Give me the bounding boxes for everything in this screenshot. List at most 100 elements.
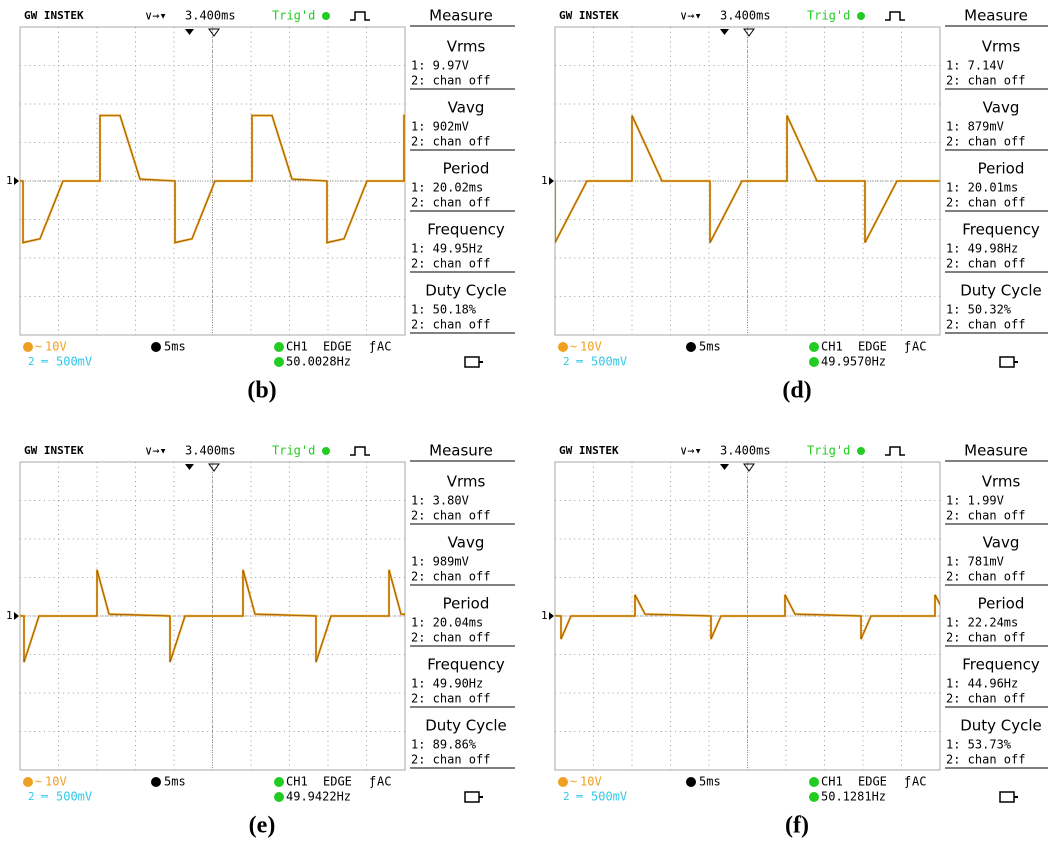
usb-icon [1000, 792, 1014, 802]
source-icon [274, 777, 284, 787]
measure-ch2: 2: chan off [946, 509, 1025, 523]
measure-ch1: 1: 50.18% [411, 303, 477, 317]
trace [0, 116, 708, 243]
trigger-marker [185, 29, 194, 35]
measure-ch2: 2: chan off [411, 692, 490, 706]
channel-arrow [549, 177, 554, 185]
channel-arrow [14, 612, 19, 620]
channel-marker: 1 [6, 609, 13, 622]
measure-ch2: 2: chan off [946, 753, 1025, 767]
measure-ch2: 2: chan off [946, 135, 1025, 149]
ch2-icon: 2 ═ [28, 355, 48, 368]
trigger-frequency: 49.9570Hz [821, 355, 886, 369]
freq-icon [274, 357, 284, 367]
ch1-coupling: ~ [570, 340, 577, 354]
measure-name: Duty Cycle [960, 717, 1042, 735]
trigger-dot [322, 12, 330, 20]
trigger-source: CH1 [821, 775, 843, 789]
ch1-scale: 10V [580, 340, 602, 354]
freq-icon [809, 357, 819, 367]
measure-ch2: 2: chan off [946, 196, 1025, 210]
caption: (d) [782, 378, 811, 404]
trigger-type: EDGE [323, 340, 352, 354]
timebase-icon: ∨→▾ [680, 444, 702, 458]
time-icon [686, 342, 696, 352]
measure-name: Frequency [427, 656, 505, 674]
caption: (f) [785, 813, 809, 839]
menu-title: Measure [429, 442, 493, 460]
timebase: 3.400ms [720, 9, 771, 23]
ch1-scale: 10V [580, 775, 602, 789]
measure-ch1: 1: 22.24ms [946, 616, 1018, 630]
trigger-status: Trig'd [272, 444, 315, 458]
measure-ch1: 1: 44.96Hz [946, 677, 1018, 691]
measure-name: Frequency [962, 221, 1040, 239]
measure-ch2: 2: chan off [946, 318, 1025, 332]
trigger-source: CH1 [821, 340, 843, 354]
trigger-dot [322, 447, 330, 455]
time-icon [686, 777, 696, 787]
measure-ch1: 1: 9.97V [411, 59, 469, 73]
measure-name: Vavg [448, 534, 485, 552]
ch1-icon [558, 777, 568, 787]
measure-name: Duty Cycle [425, 282, 507, 300]
trigger-frequency: 49.9422Hz [286, 790, 351, 804]
freq-icon [809, 792, 819, 802]
ch1-scale: 10V [45, 775, 67, 789]
channel-arrow [549, 612, 554, 620]
trigger-coupling: AC [912, 340, 926, 354]
freq-icon [274, 792, 284, 802]
brand: GW INSTEK [559, 9, 619, 22]
timebase-icon: ∨→▾ [145, 9, 167, 23]
measure-ch1: 1: 20.02ms [411, 181, 483, 195]
measure-ch2: 2: chan off [411, 257, 490, 271]
source-icon [274, 342, 284, 352]
measure-ch1: 1: 49.98Hz [946, 242, 1018, 256]
menu-title: Measure [429, 7, 493, 25]
trigger-type: EDGE [323, 775, 352, 789]
timebase: 3.400ms [185, 444, 236, 458]
trigger-marker [185, 464, 194, 470]
measure-ch2: 2: chan off [411, 318, 490, 332]
scope-screen: GW INSTEK∨→▾3.400msTrig'dMeasure1Vrms1: … [0, 442, 681, 839]
channel-marker: 1 [6, 174, 13, 187]
ch1-scale: 10V [45, 340, 67, 354]
measure-ch1: 1: 49.90Hz [411, 677, 483, 691]
source-icon [809, 342, 819, 352]
ch1-icon [558, 342, 568, 352]
trigger-marker [720, 29, 729, 35]
timebase: 3.400ms [720, 444, 771, 458]
measure-ch2: 2: chan off [946, 692, 1025, 706]
channel-marker: 1 [541, 174, 548, 187]
measure-ch2: 2: chan off [411, 570, 490, 584]
measure-ch1: 1: 7.14V [946, 59, 1004, 73]
measure-name: Period [978, 160, 1025, 178]
measure-ch1: 1: 89.86% [411, 738, 477, 752]
measure-ch1: 1: 1.99V [946, 494, 1004, 508]
trigger-dot [857, 12, 865, 20]
time-scale: 5ms [164, 340, 186, 354]
measure-ch1: 1: 989mV [411, 555, 469, 569]
menu-title: Measure [964, 7, 1028, 25]
measure-ch1: 1: 50.32% [946, 303, 1012, 317]
timebase-icon: ∨→▾ [145, 444, 167, 458]
trigger-status: Trig'd [807, 444, 850, 458]
measure-name: Vavg [983, 99, 1020, 117]
trigger-status: Trig'd [807, 9, 850, 23]
brand: GW INSTEK [559, 444, 619, 457]
trace-core [0, 116, 708, 243]
trigger-marker [209, 29, 219, 36]
measure-ch2: 2: chan off [411, 74, 490, 88]
measure-name: Vavg [448, 99, 485, 117]
menu-title: Measure [964, 442, 1028, 460]
usb-icon [465, 792, 479, 802]
measure-ch2: 2: chan off [411, 753, 490, 767]
time-icon [151, 777, 161, 787]
time-scale: 5ms [699, 340, 721, 354]
measure-ch1: 1: 20.04ms [411, 616, 483, 630]
source-icon [809, 777, 819, 787]
trigger-coupling: AC [377, 775, 391, 789]
